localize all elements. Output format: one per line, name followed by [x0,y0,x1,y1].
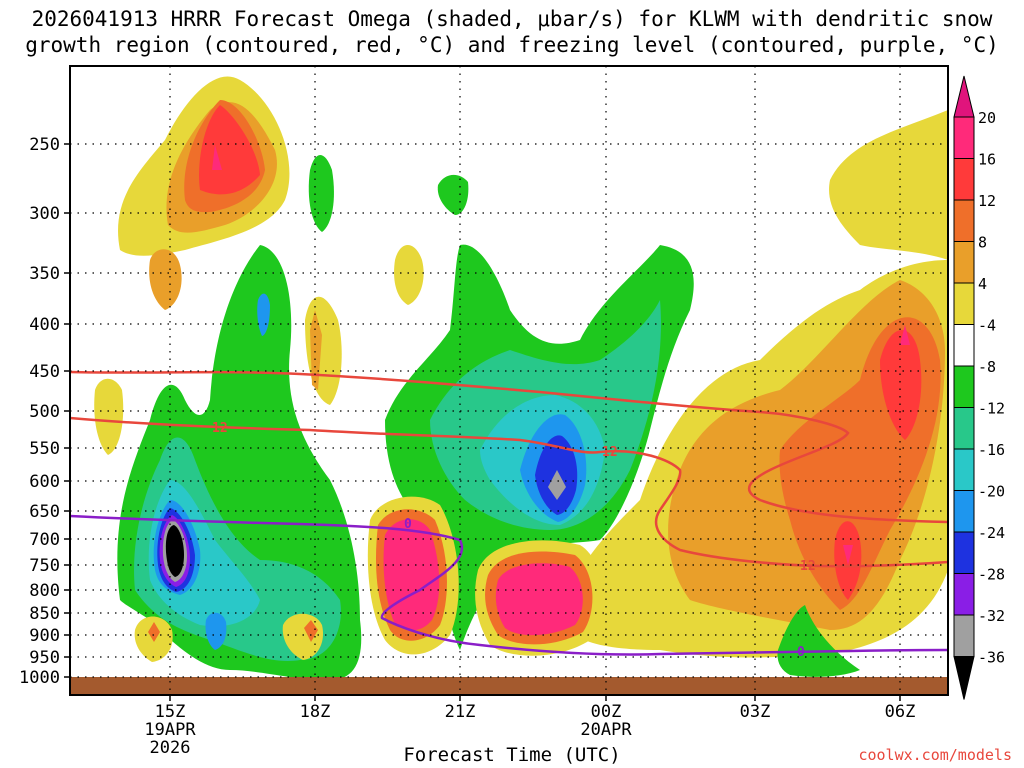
contour-label-12-a: 12 [212,421,228,436]
y-tick-label: 750 [29,556,60,576]
colorbar-label: 4 [978,275,987,293]
freezing-level-contour [69,514,949,656]
x-tick-label: 18Z [300,702,331,722]
dendritic-lower-contour [69,416,949,568]
x-tick-label: 15Z [155,702,186,722]
x-tick-sublabel: 2026 [150,738,191,758]
colorbar-swatch [953,614,975,657]
colorbar-swatch [953,531,975,574]
colorbar-label: 12 [978,192,996,210]
colorbar-swatch [953,407,975,450]
colorbar: 20 16 12 8 4 -4 -8 -12 -16 -20 -24 -28 -32 -36 [953,75,1005,700]
x-tick-label: 06Z [885,702,916,722]
colorbar-swatch [953,158,975,201]
plot-frame [69,65,949,696]
colorbar-swatch [953,573,975,616]
y-tick-label: 700 [29,530,60,550]
colorbar-label: -24 [978,524,1005,542]
omega-shading [94,76,948,680]
x-tick-sublabel: 20APR [580,720,632,740]
y-tick-label: 450 [29,362,60,382]
y-tick-label: 850 [29,604,60,624]
y-tick-label: 600 [29,472,60,492]
credit-text: coolwx.com/models [858,746,1012,764]
y-tick-label: 350 [29,264,60,284]
colorbar-label: -4 [978,317,996,335]
colorbar-label: -36 [978,649,1005,667]
x-tick-label: 03Z [740,702,771,722]
colorbar-label: 20 [978,109,996,127]
colorbar-swatch [953,324,975,367]
chart-title-line2: growth region (contoured, red, °C) and f… [25,33,999,57]
y-axis: 2503003504004505005506006507007508008509… [19,135,70,688]
x-tick-label: 00Z [591,702,622,722]
colorbar-label: -12 [978,400,1005,418]
ground-surface [70,677,948,695]
contour-label-12-b: 12 [602,445,618,460]
y-tick-label: 1000 [19,668,60,688]
colorbar-label: 16 [978,151,996,169]
y-tick-label: 300 [29,204,60,224]
y-tick-label: 400 [29,315,60,335]
colorbar-bottom-arrow [953,656,975,700]
contour-labels: 12 12 12 0 0 [212,421,816,660]
contour-label-0-b: 0 [797,645,805,660]
colorbar-label: -20 [978,483,1005,501]
y-tick-label: 900 [29,626,60,646]
colorbar-swatch [953,282,975,325]
chart-title-line1: 2026041913 HRRR Forecast Omega (shaded, … [31,7,993,31]
colorbar-swatch [953,116,975,159]
y-tick-label: 650 [29,502,60,522]
colorbar-label: -16 [978,441,1005,459]
colorbar-swatch [953,199,975,242]
colorbar-swatch [953,448,975,491]
x-axis-title: Forecast Time (UTC) [403,744,621,766]
colorbar-swatch [953,490,975,533]
y-tick-label: 250 [29,135,60,155]
colorbar-label: -28 [978,566,1005,584]
contour-label-12-c: 12 [800,559,816,574]
colorbar-label: -8 [978,358,996,376]
y-tick-label: 500 [29,402,60,422]
x-tick-sublabel: 19APR [144,720,196,740]
colorbar-swatch [953,241,975,284]
y-tick-label: 950 [29,648,60,668]
x-tick-label: 21Z [445,702,476,722]
colorbar-swatch [953,365,975,408]
colorbar-label: -32 [978,607,1005,625]
y-tick-label: 800 [29,581,60,601]
colorbar-top-arrow [953,75,975,118]
colorbar-label: 8 [978,234,987,252]
y-tick-label: 550 [29,439,60,459]
contour-label-0-a: 0 [404,517,412,532]
